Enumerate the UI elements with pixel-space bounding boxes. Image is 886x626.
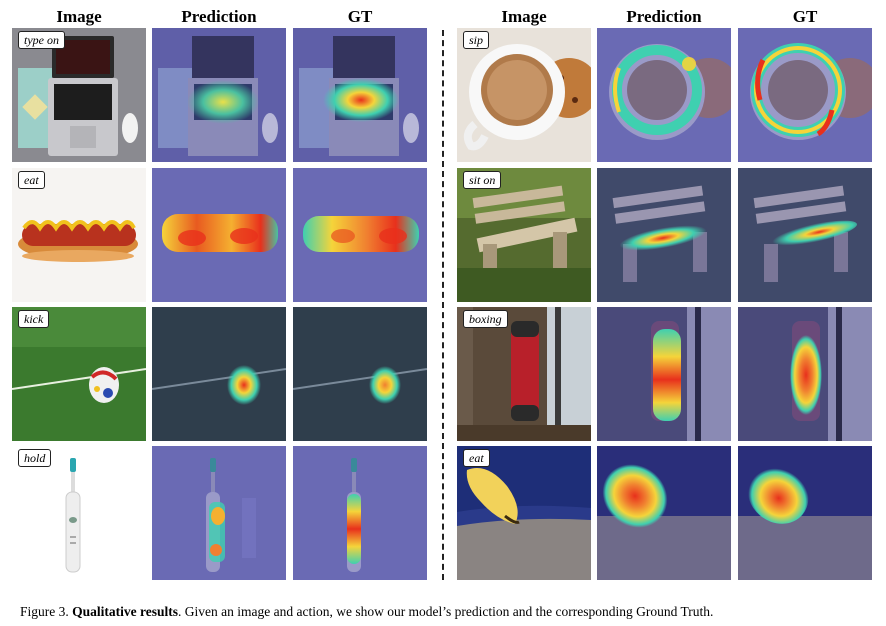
gt-bench (738, 168, 872, 302)
prediction-laptop (152, 28, 286, 162)
caption-text: . Given an image and action, we show our… (178, 604, 714, 619)
header-right-gt: GT (792, 7, 818, 26)
image-punching-bag: boxing (457, 307, 591, 441)
image-coffee: sip (457, 28, 591, 162)
prediction-punching-bag (597, 307, 731, 441)
column-divider (442, 30, 444, 580)
figure-caption: Figure 3. Qualitative results. Given an … (20, 604, 880, 620)
prediction-toothbrush (152, 446, 286, 580)
prediction-coffee (597, 28, 731, 162)
prediction-banana (597, 446, 731, 580)
header-right-image: Image (501, 7, 547, 26)
action-tag: type on (18, 31, 65, 49)
action-tag: boxing (463, 310, 508, 328)
image-laptop: type on (12, 28, 146, 162)
image-bench: sit on (457, 168, 591, 302)
caption-label: Figure 3. (20, 604, 69, 619)
image-ball: kick (12, 307, 146, 441)
gt-banana (738, 446, 872, 580)
image-toothbrush: hold (12, 446, 146, 580)
header-left-gt: GT (347, 7, 373, 26)
image-banana: eat (457, 446, 591, 580)
prediction-hotdog (152, 168, 286, 302)
gt-coffee (738, 28, 872, 162)
gt-toothbrush (293, 446, 427, 580)
header-right-prediction: Prediction (626, 7, 702, 26)
gt-punching-bag (738, 307, 872, 441)
action-tag: sit on (463, 171, 502, 189)
header-left-image: Image (56, 7, 102, 26)
prediction-ball (152, 307, 286, 441)
prediction-bench (597, 168, 731, 302)
action-tag: eat (463, 449, 490, 467)
gt-ball (293, 307, 427, 441)
action-tag: hold (18, 449, 52, 467)
header-left-prediction: Prediction (181, 7, 257, 26)
caption-bold: Qualitative results (72, 604, 178, 619)
action-tag: eat (18, 171, 45, 189)
image-hotdog: eat (12, 168, 146, 302)
action-tag: kick (18, 310, 50, 328)
gt-hotdog (293, 168, 427, 302)
action-tag: sip (463, 31, 490, 49)
gt-laptop (293, 28, 427, 162)
